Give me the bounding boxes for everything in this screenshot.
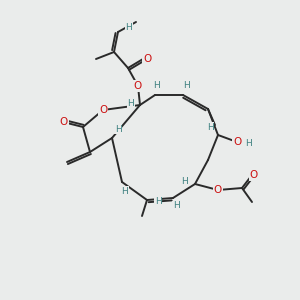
Text: H: H <box>126 22 132 32</box>
Text: H: H <box>128 100 134 109</box>
Text: O: O <box>143 54 151 64</box>
Text: O: O <box>60 117 68 127</box>
Text: O: O <box>250 170 258 180</box>
Text: O: O <box>214 185 222 195</box>
Text: O: O <box>134 81 142 91</box>
Text: O: O <box>99 105 107 115</box>
Text: H: H <box>181 178 188 187</box>
Text: H: H <box>244 140 251 148</box>
Text: H: H <box>154 82 160 91</box>
Text: H: H <box>122 187 128 196</box>
Text: H: H <box>172 202 179 211</box>
Text: O: O <box>233 137 241 147</box>
Text: H: H <box>183 82 189 91</box>
Text: H: H <box>207 122 213 131</box>
Text: H: H <box>115 124 122 134</box>
Text: H: H <box>154 197 161 206</box>
